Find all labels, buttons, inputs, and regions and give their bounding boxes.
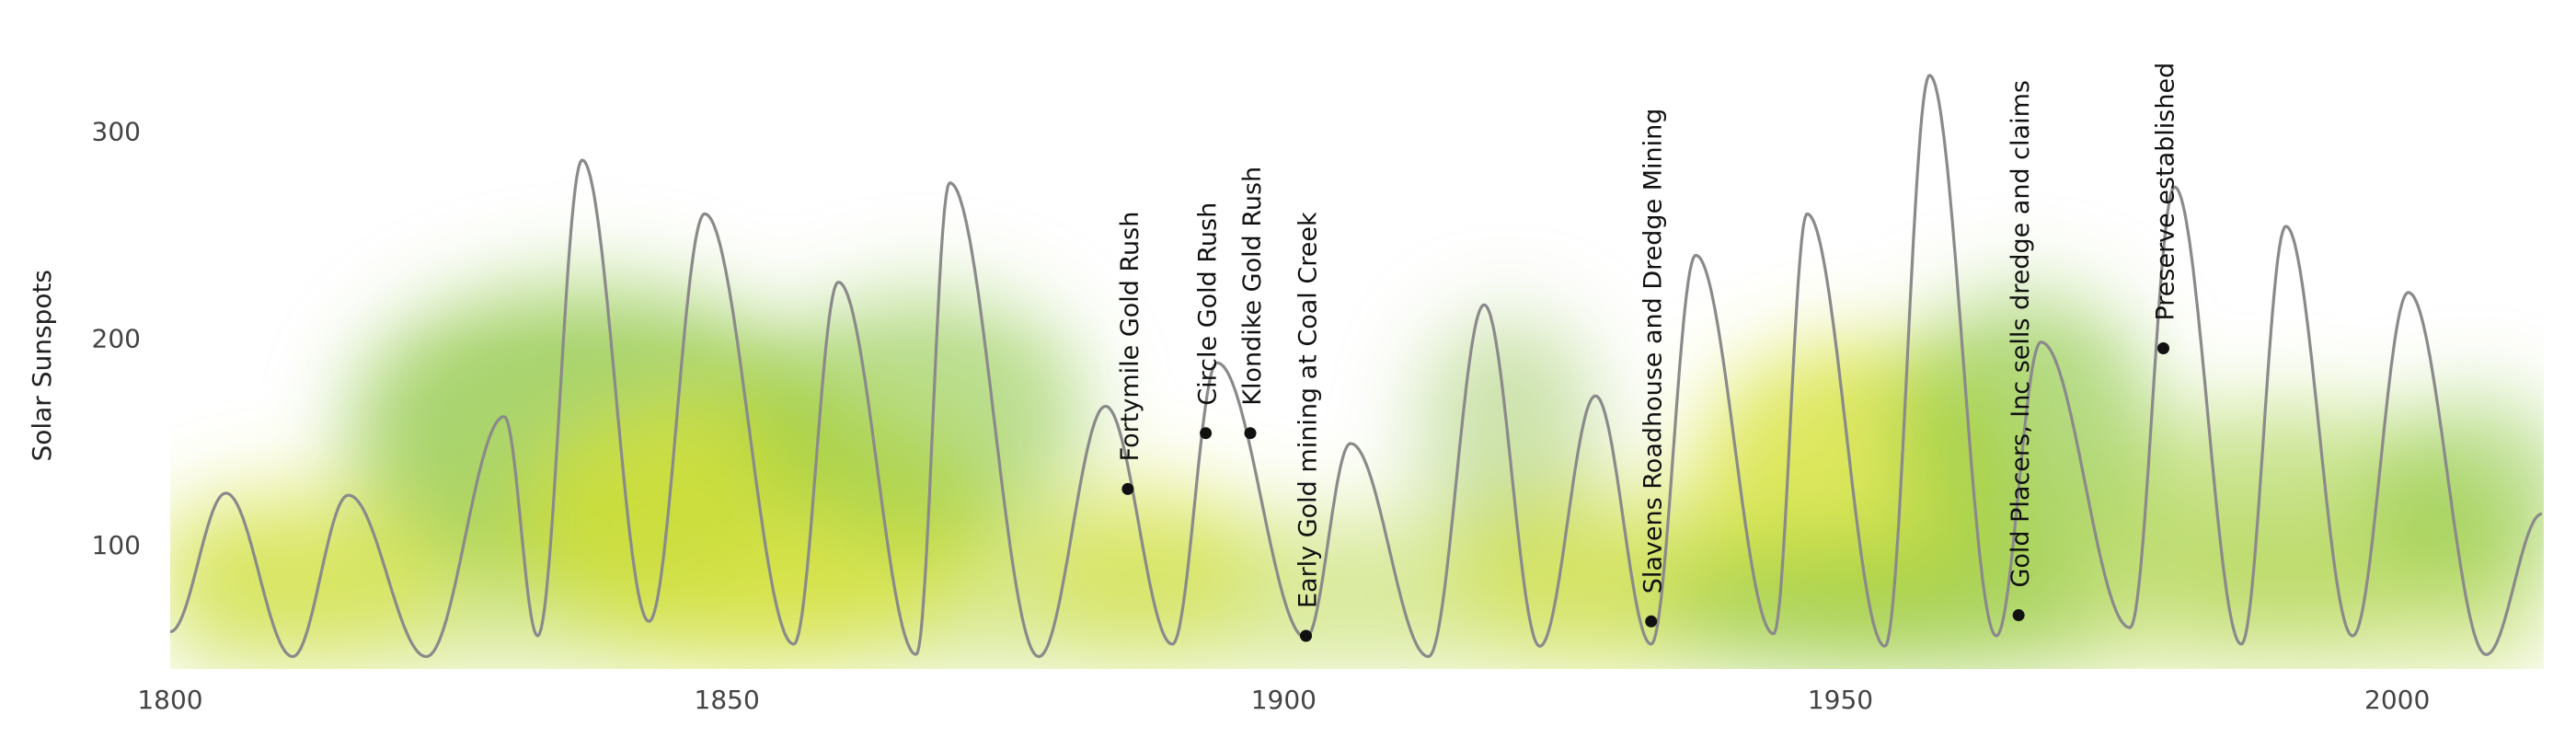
y-axis-title: Solar Sunspots: [27, 270, 57, 462]
plot-area: [169, 74, 2543, 659]
x-tick-label: 1950: [1808, 685, 1873, 715]
axes: 1800 1850 1900 1950 2000 100 200 300 Solar Sunsp…: [27, 116, 2430, 715]
event-marker: [1645, 615, 1658, 628]
event-label: Slavens Roadhouse and Dredge Mining: [1639, 109, 1668, 594]
event-label: Fortymile Gold Rush: [1116, 212, 1144, 462]
event-label: Early Gold mining at Coal Creek: [1294, 212, 1323, 608]
event-marker: [1300, 629, 1313, 642]
y-tick-label: 300: [92, 116, 141, 146]
x-tick-label: 2000: [2364, 685, 2430, 715]
x-tick-label: 1800: [137, 685, 202, 715]
event-marker: [1244, 427, 1257, 440]
background-wash: [170, 0, 2544, 669]
x-tick-label: 1850: [695, 685, 760, 715]
event-label: Gold Placers, Inc sells dredge and claim…: [2007, 80, 2035, 587]
event-annotations: Fortymile Gold Rush Circle Gold Rush Klond…: [1116, 63, 2179, 642]
event-marker: [2156, 342, 2169, 355]
sunspot-series-line: [169, 74, 2543, 659]
event-label: Circle Gold Rush: [1194, 202, 1223, 406]
y-tick-label: 100: [92, 530, 141, 560]
event-label: Klondike Gold Rush: [1238, 167, 1267, 406]
x-tick-label: 1900: [1251, 685, 1317, 715]
y-tick-label: 200: [92, 323, 141, 353]
event-marker: [2012, 609, 2025, 622]
event-label: Preserve established: [2151, 63, 2179, 321]
event-marker: [1200, 427, 1213, 440]
event-marker: [1121, 482, 1134, 495]
